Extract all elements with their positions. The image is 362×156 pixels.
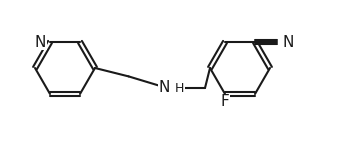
Text: N: N bbox=[159, 80, 170, 95]
Text: N: N bbox=[35, 34, 46, 49]
Text: N: N bbox=[283, 34, 294, 49]
Text: H: H bbox=[175, 81, 184, 95]
Text: F: F bbox=[220, 95, 230, 110]
